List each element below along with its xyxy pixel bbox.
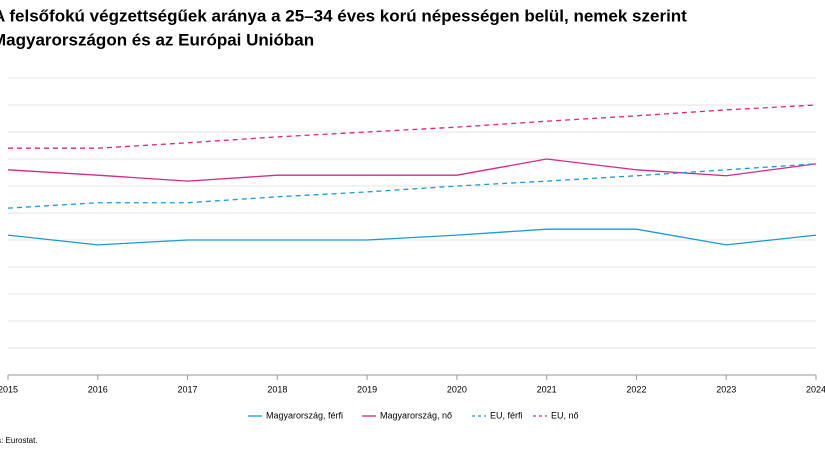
x-tick-label: 2023 — [716, 384, 736, 394]
source-note: Forrás: Eurostat. — [0, 436, 38, 445]
x-tick-label: 2017 — [178, 384, 198, 394]
legend-label: Magyarország, nő — [380, 410, 452, 420]
data-line — [7, 158, 817, 182]
x-tick-label: 2024 — [806, 384, 825, 394]
x-tick-label: 2015 — [0, 384, 18, 394]
data-line — [7, 228, 817, 246]
x-tick-label: 2018 — [267, 384, 287, 394]
x-tick-label: 2020 — [447, 384, 467, 394]
legend-label: EU, férfi — [490, 410, 523, 420]
legend-label: EU, nő — [551, 410, 579, 420]
data-line — [8, 104, 817, 149]
x-tick-label: 2021 — [537, 384, 557, 394]
legend-label: Magyarország, férfi — [266, 410, 343, 420]
x-tick-label: 2019 — [357, 384, 377, 394]
chart-title: A felsőfokú végzettségűek aránya a 25–34… — [0, 6, 687, 25]
x-tick-label: 2022 — [626, 384, 646, 394]
chart-subtitle: Magyarországon és az Európai Unióban — [0, 30, 314, 49]
x-tick-label: 2016 — [88, 384, 108, 394]
